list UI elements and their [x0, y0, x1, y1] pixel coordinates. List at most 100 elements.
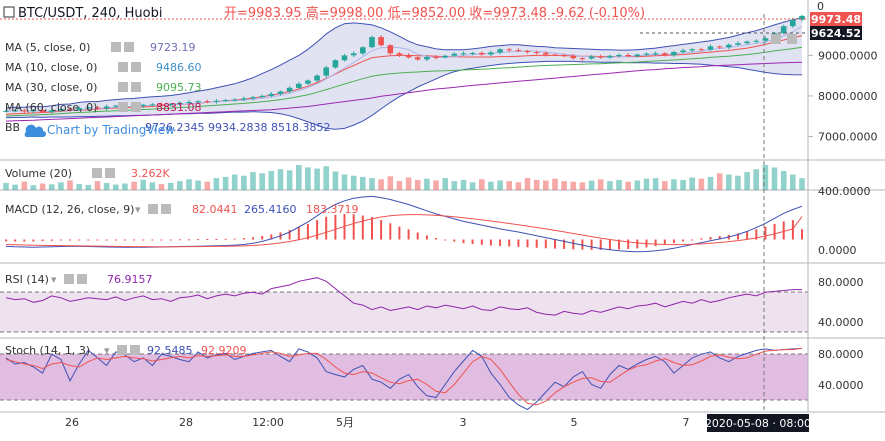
time-axis[interactable]: 26 28 12:00 5月 3 5 7 2020-05-08 · 08:00 — [0, 411, 885, 432]
legend-stoch[interactable]: Stoch (14, 1, 3) ▾ 92.5485 92.9209 — [5, 344, 247, 357]
legend-ma60-value: 8831.08 — [156, 101, 202, 114]
volume-bar — [790, 174, 796, 190]
candle-body — [652, 53, 659, 55]
legend-volume[interactable]: Volume (20) 3.262K — [5, 167, 170, 180]
macd-hist-bar — [352, 214, 355, 240]
settings-icon[interactable] — [92, 168, 102, 178]
time-tick-label: 7 — [683, 416, 690, 429]
pane-controls[interactable] — [771, 34, 797, 44]
close-icon[interactable] — [131, 62, 141, 72]
legend-macd[interactable]: MACD (12, 26, close, 9) ▾ 82.0441 265.41… — [5, 203, 359, 216]
close-icon[interactable] — [130, 345, 140, 355]
legend-bb[interactable]: BB 9726.2345 9934.2838 8518.3852 — [5, 121, 330, 134]
volume-bar — [195, 180, 201, 190]
candle-body — [341, 55, 348, 61]
candle-body — [103, 106, 110, 109]
macd-hist-bar — [215, 238, 218, 240]
candle-body — [744, 41, 750, 44]
candle-body — [369, 37, 375, 48]
candle-body — [414, 57, 421, 60]
candle-body — [323, 67, 329, 76]
volume-bar — [323, 166, 329, 190]
symbol-header[interactable]: BTC/USDT, 240, Huobi 开=9983.95 高=9998.00… — [3, 5, 645, 21]
volume-bar — [369, 178, 375, 190]
settings-icon[interactable] — [64, 274, 74, 284]
legend-ma30[interactable]: MA (30, close, 0) 9095.73 — [5, 81, 202, 94]
rsi-pane[interactable] — [0, 277, 808, 333]
macd-hist-bar — [416, 232, 419, 240]
legend-macd-hist-value: 82.0441 — [192, 203, 238, 216]
candle-body — [204, 101, 211, 103]
volume-bar — [131, 181, 137, 190]
candle-body — [506, 49, 512, 51]
macd-hist-bar — [718, 235, 721, 240]
macd-hist-bar — [672, 239, 675, 244]
settings-icon[interactable] — [111, 42, 121, 52]
volume-bar — [762, 165, 769, 190]
volume-bar — [12, 184, 18, 190]
price-pane[interactable] — [0, 14, 808, 130]
macd-pane[interactable] — [5, 195, 803, 253]
candle-body — [48, 110, 55, 113]
candle-body — [479, 52, 485, 55]
volume-bar — [103, 182, 110, 190]
macd-hist-bar — [69, 239, 71, 241]
volume-pane[interactable] — [3, 165, 805, 190]
macd-hist-bar — [197, 239, 200, 241]
macd-hist-bar — [361, 215, 364, 240]
volume-bar — [286, 170, 293, 190]
candle-body — [286, 87, 293, 92]
close-icon[interactable] — [131, 102, 141, 112]
close-icon[interactable] — [161, 204, 171, 214]
legend-volume-value: 3.262K — [131, 167, 170, 180]
macd-hist-bar — [581, 239, 584, 250]
legend-ma5[interactable]: MA (5, close, 0) 9723.19 — [5, 41, 196, 54]
settings-icon[interactable] — [117, 345, 127, 355]
macd-hist-bar — [14, 239, 17, 242]
stoch-pane[interactable] — [0, 347, 808, 411]
candle-body — [497, 49, 503, 53]
candle-body — [396, 53, 403, 55]
pane-close-icon[interactable] — [787, 34, 797, 44]
macd-hist-bar — [398, 226, 401, 240]
volume-bar — [460, 179, 467, 190]
legend-ma10[interactable]: MA (10, close, 0) 9486.60 — [5, 61, 202, 74]
chevron-down-icon[interactable]: ▾ — [104, 344, 110, 357]
legend-rsi-value: 76.9157 — [107, 273, 153, 286]
chevron-down-icon[interactable]: ▾ — [51, 273, 57, 286]
volume-bar — [707, 176, 714, 190]
chevron-down-icon[interactable]: ▾ — [135, 203, 141, 216]
stoch-top-scale: 80.0000 — [818, 348, 864, 361]
legend-stoch-label: Stoch (14, 1, 3) — [5, 344, 90, 357]
close-icon[interactable] — [77, 274, 87, 284]
close-icon[interactable] — [131, 82, 141, 92]
candle-body — [158, 104, 165, 106]
candle-body — [643, 53, 650, 55]
settings-icon[interactable] — [148, 204, 158, 214]
settings-icon[interactable] — [118, 82, 128, 92]
candle-body — [442, 55, 448, 58]
close-icon[interactable] — [124, 42, 134, 52]
close-icon[interactable] — [105, 168, 115, 178]
candle-body — [296, 83, 302, 88]
macd-hist-bar — [23, 239, 26, 242]
volume-bar — [250, 172, 256, 190]
volume-bar — [213, 178, 220, 190]
candle-body — [488, 52, 494, 55]
macd-line — [5, 195, 803, 253]
volume-bar — [799, 178, 805, 190]
candle-body — [533, 52, 540, 54]
settings-icon[interactable] — [118, 62, 128, 72]
volume-bar — [149, 182, 156, 190]
legend-rsi[interactable]: RSI (14) ▾ 76.9157 — [5, 273, 153, 286]
candle-body — [726, 44, 732, 48]
legend-ma60[interactable]: MA (60, close, 0) 8831.08 — [5, 101, 202, 114]
pane-maximize-icon[interactable] — [771, 34, 781, 44]
macd-hist-bar — [114, 239, 117, 241]
price-axis[interactable]: 0 9973.48 9624.52 7000.0000 8000.0000 9000… — [807, 0, 878, 412]
candle-body — [433, 57, 439, 58]
collapse-icon[interactable] — [3, 6, 15, 18]
settings-icon[interactable] — [118, 102, 128, 112]
